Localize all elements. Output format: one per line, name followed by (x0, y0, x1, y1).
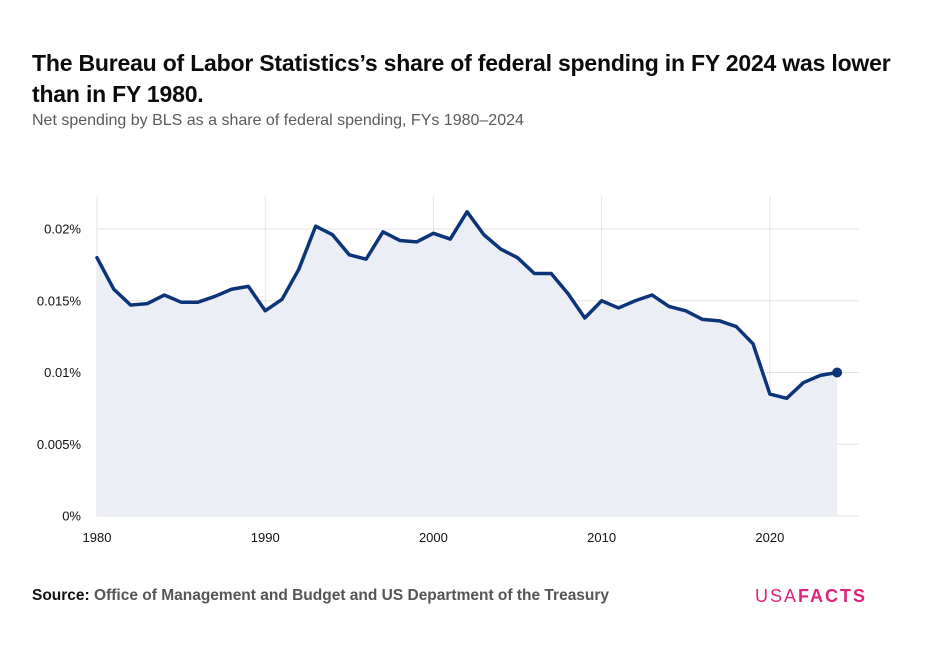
source-text: Office of Management and Budget and US D… (94, 587, 610, 604)
source-label: Source: (32, 587, 90, 604)
logo-usa: USA (755, 586, 799, 606)
x-tick-label: 2020 (755, 530, 784, 545)
y-tick-label: 0.005% (37, 437, 82, 452)
x-tick-label: 2010 (587, 530, 616, 545)
area-fill (97, 211, 838, 516)
x-tick-label: 1990 (251, 530, 280, 545)
y-tick-label: 0.015% (37, 293, 82, 308)
chart-subtitle: Net spending by BLS as a share of federa… (32, 112, 524, 129)
logo-facts: FACTS (798, 586, 868, 606)
y-axis-labels: 0% 0.005% 0.01% 0.015% 0.02% (37, 222, 82, 524)
source-note: Source: Office of Management and Budget … (32, 587, 609, 605)
x-tick-label: 2000 (419, 530, 448, 545)
last-point-marker (832, 367, 843, 378)
x-axis-labels: 1980 1990 2000 2010 2020 (83, 530, 785, 545)
y-tick-label: 0.01% (44, 365, 81, 380)
usafacts-logo: USAFACTS (755, 586, 867, 607)
series-line (95, 210, 839, 401)
y-tick-label: 0.02% (44, 222, 81, 237)
x-tick-label: 1980 (83, 530, 112, 545)
chart-title: The Bureau of Labor Statistics’s share o… (32, 50, 891, 107)
y-tick-label: 0% (62, 509, 81, 524)
